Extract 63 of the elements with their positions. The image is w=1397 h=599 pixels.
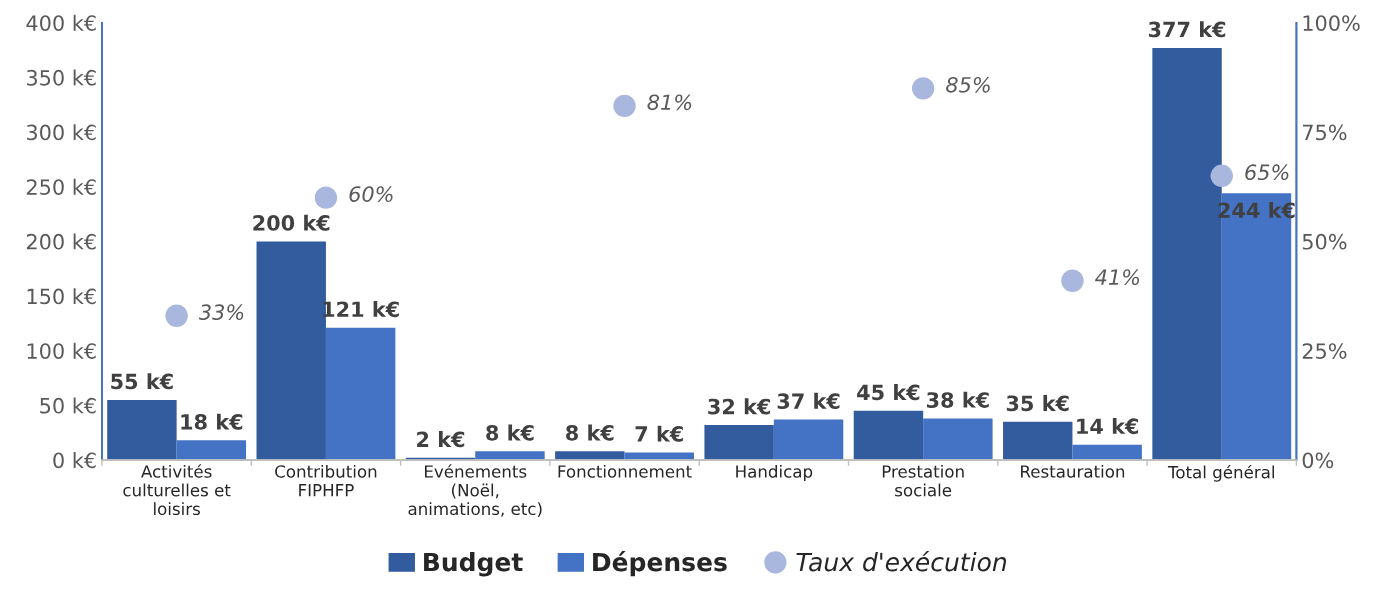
data-label: 65% bbox=[1245, 164, 1289, 181]
x-tick-label: Contribution FIPHFP bbox=[275, 464, 377, 497]
x-tick-label: Total général bbox=[1167, 464, 1274, 482]
x-tick-label: Prestation sociale bbox=[882, 464, 964, 497]
bar bbox=[107, 399, 177, 461]
data-label: 37 k€ bbox=[777, 392, 840, 409]
data-label: 7 k€ bbox=[635, 425, 683, 442]
bar bbox=[704, 425, 774, 461]
y-tick-label: 300 k€ bbox=[27, 124, 96, 141]
data-label: 45 k€ bbox=[857, 384, 920, 401]
bar bbox=[853, 410, 924, 461]
y2-tick-label: 75% bbox=[1302, 124, 1347, 141]
data-label: 81% bbox=[647, 94, 692, 111]
point bbox=[613, 94, 636, 118]
legend-label: Dépenses bbox=[593, 551, 727, 577]
data-label: 200 k€ bbox=[253, 214, 330, 231]
y-tick-label: 200 k€ bbox=[26, 233, 96, 250]
y-tick-label: 400 k€ bbox=[26, 14, 96, 31]
data-label: 85% bbox=[946, 76, 990, 93]
y-tick-label: 250 k€ bbox=[26, 178, 96, 195]
point bbox=[1061, 269, 1084, 292]
legend-label: Taux d'exécution bbox=[796, 551, 1007, 572]
x-tick-label: Evénements (Noël, animations, etc) bbox=[408, 464, 542, 518]
y-tick-label: 100 k€ bbox=[27, 342, 96, 359]
bar bbox=[475, 451, 545, 461]
x-tick-label: Handicap bbox=[736, 464, 813, 482]
y-tick-label: 0 k€ bbox=[53, 452, 96, 469]
bar bbox=[176, 440, 247, 461]
data-label: 14 k€ bbox=[1077, 418, 1139, 435]
y2-tick-label: 0% bbox=[1302, 452, 1334, 469]
point bbox=[314, 186, 338, 209]
data-label: 377 k€ bbox=[1148, 21, 1226, 38]
data-label: 8 k€ bbox=[566, 424, 614, 441]
point bbox=[1210, 164, 1233, 187]
data-label: 33% bbox=[198, 304, 244, 321]
data-label: 35 k€ bbox=[1006, 395, 1069, 412]
data-label: 55 k€ bbox=[111, 373, 173, 390]
y-tick-label: 150 k€ bbox=[27, 288, 96, 305]
bar bbox=[1072, 444, 1142, 461]
data-label: 38 k€ bbox=[926, 391, 989, 408]
y2-tick-label: 25% bbox=[1302, 343, 1347, 359]
y-tick-label: 50 k€ bbox=[40, 397, 96, 414]
point bbox=[165, 304, 188, 327]
bar bbox=[773, 419, 844, 461]
x-tick-label: Restauration bbox=[1021, 464, 1125, 478]
data-label: 32 k€ bbox=[708, 398, 771, 415]
x-tick-label: Activités culturelles et loisirs bbox=[123, 464, 231, 516]
y2-tick-label: 50% bbox=[1302, 233, 1347, 250]
bar bbox=[1003, 421, 1073, 461]
bar bbox=[624, 452, 694, 461]
data-label: 41% bbox=[1095, 269, 1140, 286]
bar bbox=[555, 451, 625, 461]
bar bbox=[325, 327, 396, 461]
point bbox=[911, 77, 935, 100]
bar bbox=[923, 418, 993, 461]
data-label: 18 k€ bbox=[181, 413, 243, 430]
data-label: 60% bbox=[349, 186, 393, 202]
data-label: 2 k€ bbox=[417, 431, 465, 448]
y-tick-label: 350 k€ bbox=[27, 69, 96, 86]
legend-label: Budget bbox=[424, 552, 523, 577]
x-tick-label: Fonctionnement bbox=[558, 464, 692, 478]
y2-tick-label: 100% bbox=[1303, 15, 1360, 31]
data-label: 8 k€ bbox=[486, 424, 534, 441]
